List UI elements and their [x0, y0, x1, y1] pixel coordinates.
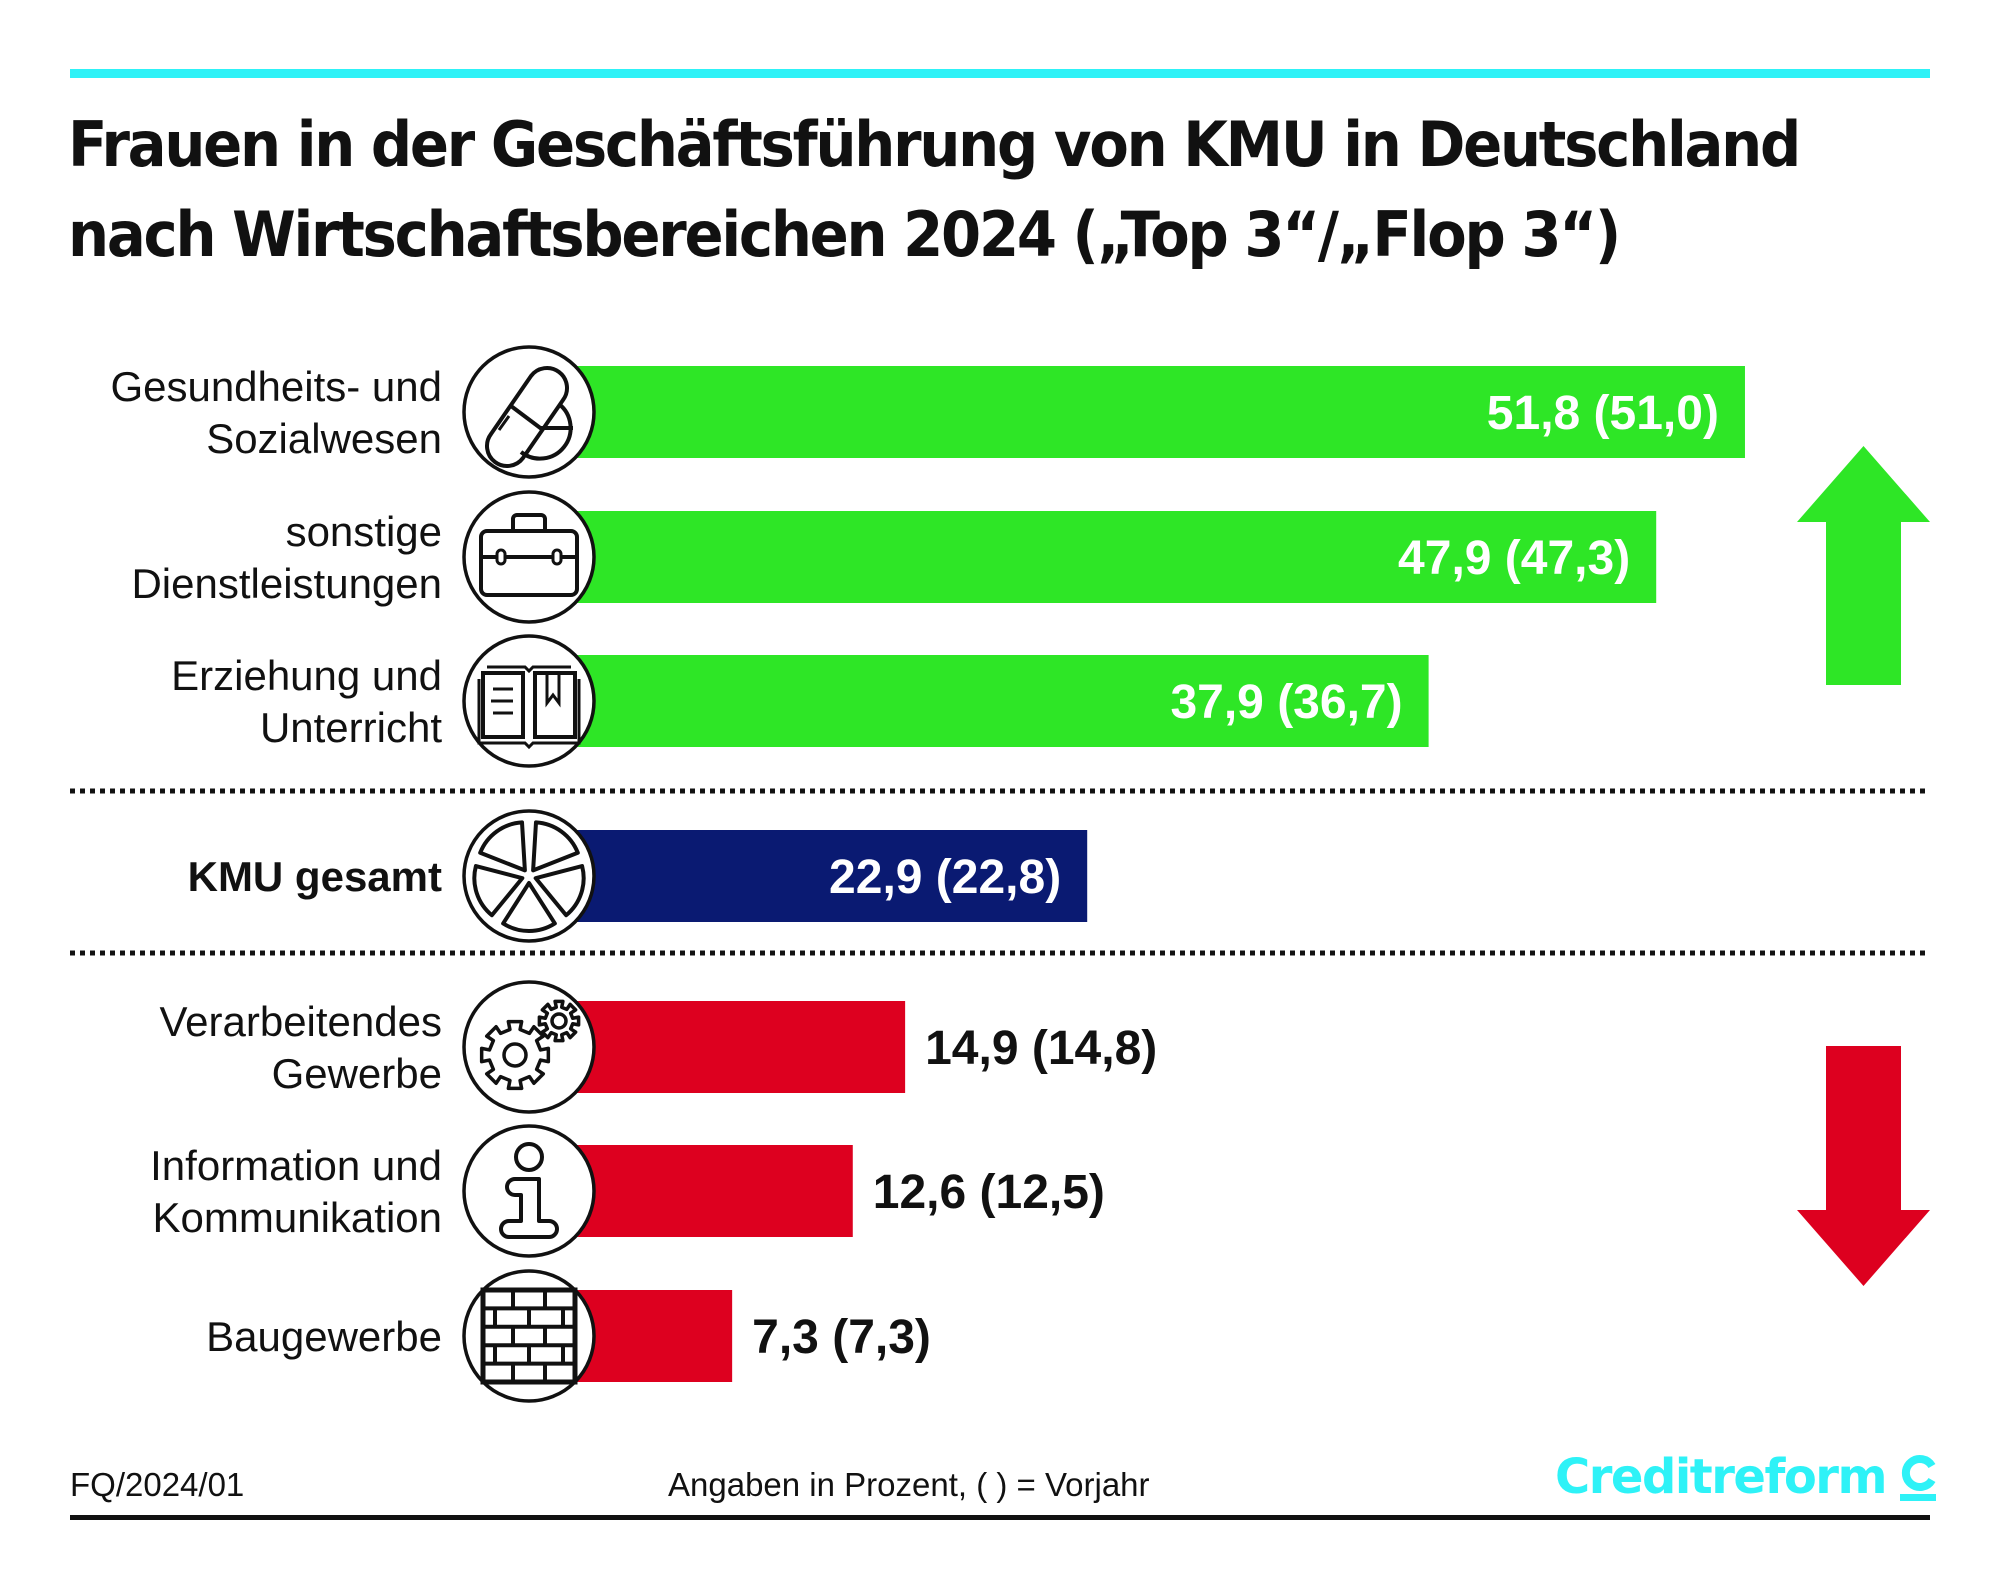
bar[interactable]: [574, 511, 1657, 603]
category-label: Sozialwesen: [206, 415, 442, 462]
icon-circle: [462, 1269, 596, 1403]
category-label: Gewerbe: [272, 1050, 442, 1097]
category-label: Unterricht: [260, 704, 442, 751]
bar[interactable]: [574, 1145, 853, 1237]
category-label: Verarbeitendes: [159, 998, 442, 1045]
bar[interactable]: [574, 830, 1088, 922]
arrow-up-icon: [1797, 446, 1930, 685]
value-label: 37,9 (36,7): [1170, 676, 1402, 729]
icon-circle: [462, 345, 596, 479]
value-label: 12,6 (12,5): [873, 1166, 1105, 1219]
value-label: 7,3 (7,3): [752, 1311, 931, 1364]
logo-text: Creditreform: [1555, 1449, 1887, 1505]
category-label: Dienstleistungen: [131, 560, 442, 607]
bar[interactable]: [574, 1001, 906, 1093]
brick-wall-icon: [462, 1269, 596, 1403]
category-label: Gesundheits- und: [110, 363, 442, 410]
footer-code: FQ/2024/01: [70, 1466, 245, 1503]
info-icon: [462, 1124, 596, 1258]
footer-note: Angaben in Prozent, ( ) = Vorjahr: [668, 1466, 1150, 1503]
gears-icon: [462, 980, 596, 1114]
category-label: sonstige: [286, 508, 442, 555]
bar-row: Verarbeitendes Gewerbe 14,9 (14,8): [159, 980, 1157, 1114]
icon-circle: [462, 809, 596, 943]
category-label: Baugewerbe: [206, 1313, 442, 1360]
creditreform-logo: Creditreform: [1555, 1444, 1938, 1504]
chart-title-line-1: Frauen in der Geschäftsführung von KMU i…: [68, 108, 1801, 181]
logo-mark-icon: [1898, 1444, 1938, 1504]
chart-title: Frauen in der Geschäftsführung von KMU i…: [68, 100, 1816, 280]
pills-icon: [462, 345, 596, 479]
bar-row: Erziehung und Unterricht 37,9 (36,7): [171, 634, 1429, 768]
value-label: 47,9 (47,3): [1398, 532, 1630, 585]
bar-row: sonstige Dienstleistungen 47,9 (47,3): [131, 490, 1657, 624]
briefcase-icon: [462, 490, 596, 624]
pie-chart-icon: [462, 809, 596, 943]
bar-row: Baugewerbe 7,3 (7,3): [206, 1269, 931, 1403]
bar-row: KMU gesamt 22,9 (22,8): [188, 809, 1088, 943]
bar[interactable]: [574, 366, 1745, 458]
bar[interactable]: [574, 655, 1429, 747]
category-label: Erziehung und: [171, 652, 442, 699]
footer-rule: [70, 1515, 1930, 1520]
value-label: 51,8 (51,0): [1487, 387, 1719, 440]
accent-line: [70, 69, 1930, 78]
icon-circle: [462, 1124, 596, 1258]
bar[interactable]: [574, 1290, 733, 1382]
category-label: KMU gesamt: [188, 853, 442, 900]
category-label: Kommunikation: [153, 1194, 442, 1241]
value-label: 14,9 (14,8): [925, 1022, 1157, 1075]
arrow-down-icon: [1797, 1046, 1930, 1286]
category-label: Information und: [150, 1142, 442, 1189]
chart-title-line-2: nach Wirtschaftsbereichen 2024 („Top 3“/…: [68, 198, 1621, 271]
value-label: 22,9 (22,8): [829, 851, 1061, 904]
open-book-icon: [462, 634, 596, 768]
bar-row: Gesundheits- und Sozialwesen 51,8 (51,0): [110, 345, 1745, 479]
bar-row: Information und Kommunikation 12,6 (12,5): [150, 1124, 1105, 1258]
